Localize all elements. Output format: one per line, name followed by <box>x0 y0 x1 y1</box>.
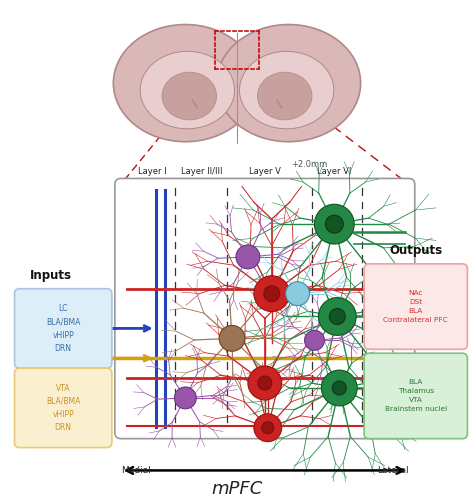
Ellipse shape <box>239 51 334 129</box>
Text: Medial: Medial <box>121 466 151 475</box>
Text: Layer I: Layer I <box>138 167 167 176</box>
Circle shape <box>248 366 282 400</box>
Text: NAc
DSt
BLA
Contralateral PFC: NAc DSt BLA Contralateral PFC <box>383 290 448 323</box>
Text: Inputs: Inputs <box>30 269 73 282</box>
Circle shape <box>332 381 346 395</box>
Circle shape <box>325 215 343 233</box>
FancyBboxPatch shape <box>15 368 112 447</box>
Circle shape <box>329 309 345 325</box>
Circle shape <box>286 282 310 306</box>
Circle shape <box>236 245 260 269</box>
Circle shape <box>262 422 274 434</box>
FancyBboxPatch shape <box>15 289 112 368</box>
Text: Lateral: Lateral <box>377 466 409 475</box>
Circle shape <box>264 286 280 302</box>
Circle shape <box>254 276 290 312</box>
Circle shape <box>219 326 245 351</box>
Circle shape <box>319 298 356 335</box>
Circle shape <box>174 387 196 409</box>
Ellipse shape <box>162 72 217 120</box>
Text: +2.0mm: +2.0mm <box>292 160 328 169</box>
Ellipse shape <box>113 25 257 142</box>
Text: LC
BLA/BMA
vHIPP
DRN: LC BLA/BMA vHIPP DRN <box>46 304 81 353</box>
Ellipse shape <box>217 25 361 142</box>
Text: mPFC: mPFC <box>211 480 263 498</box>
Ellipse shape <box>257 72 312 120</box>
Text: BLA
Thalamus
VTA
Brainstem nuclei: BLA Thalamus VTA Brainstem nuclei <box>385 379 447 412</box>
Text: Layer VI: Layer VI <box>317 167 352 176</box>
Text: Outputs: Outputs <box>389 244 442 257</box>
FancyBboxPatch shape <box>115 178 415 439</box>
Text: Layer II/III: Layer II/III <box>182 167 223 176</box>
Circle shape <box>321 370 357 406</box>
Text: VTA
BLA/BMA
vHIPP
DRN: VTA BLA/BMA vHIPP DRN <box>46 384 81 432</box>
Circle shape <box>314 204 354 244</box>
FancyBboxPatch shape <box>364 264 467 349</box>
Circle shape <box>304 330 324 350</box>
Circle shape <box>254 414 282 441</box>
Text: Layer V: Layer V <box>249 167 281 176</box>
Circle shape <box>258 376 272 390</box>
Ellipse shape <box>140 51 235 129</box>
FancyBboxPatch shape <box>364 353 467 439</box>
